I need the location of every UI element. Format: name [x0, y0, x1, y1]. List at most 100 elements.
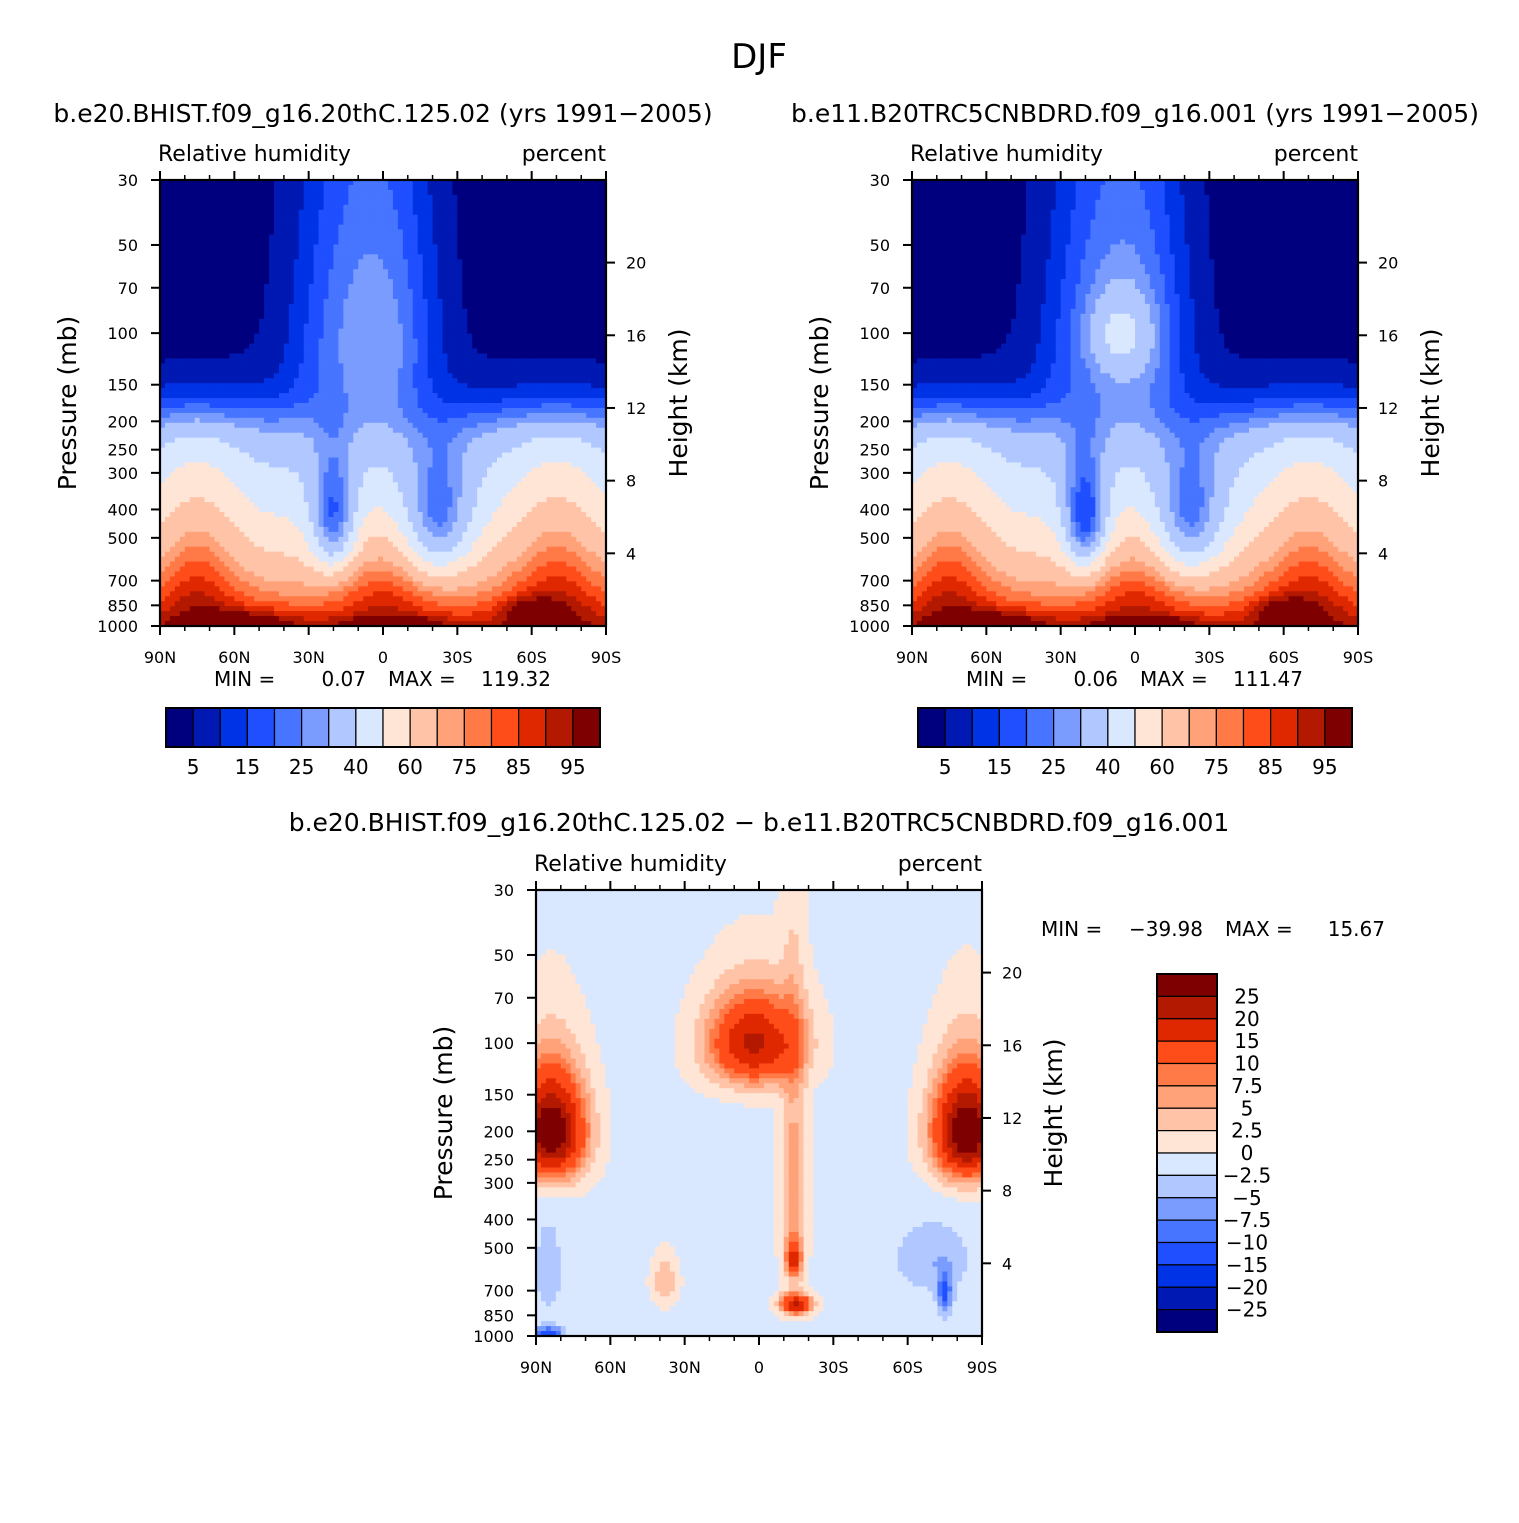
field-cell	[169, 180, 176, 186]
field-cell	[422, 318, 429, 325]
field-cell	[288, 229, 295, 236]
field-cell	[204, 229, 211, 236]
field-cell	[427, 279, 434, 285]
field-cell	[501, 393, 508, 399]
field-cell	[303, 184, 310, 191]
field-cell	[313, 323, 320, 330]
field-cell	[397, 403, 404, 409]
field-cell	[204, 303, 211, 310]
field-cell	[541, 239, 548, 246]
field-cell	[482, 368, 488, 374]
field-cell	[482, 234, 488, 241]
field-cell	[412, 388, 419, 394]
field-cell	[293, 293, 300, 300]
field-cell	[437, 239, 444, 246]
field-cell	[586, 338, 592, 345]
field-cell	[338, 234, 344, 241]
field-cell	[234, 398, 240, 404]
field-cell	[417, 229, 424, 236]
field-cell	[526, 204, 533, 211]
field-cell	[318, 308, 325, 315]
field-cell	[273, 313, 280, 320]
field-cell	[298, 407, 305, 414]
field-cell	[160, 244, 166, 250]
field-cell	[199, 249, 206, 255]
field-cell	[541, 199, 548, 206]
field-cell	[427, 333, 434, 340]
field-cell	[501, 224, 508, 231]
field-cell	[477, 442, 483, 449]
field-cell	[368, 328, 374, 335]
field-cell	[293, 284, 300, 290]
field-cell	[368, 348, 374, 355]
field-cell	[581, 303, 587, 310]
field-cell	[209, 279, 216, 285]
field-cell	[184, 219, 191, 226]
field-cell	[492, 184, 498, 191]
field-cell	[417, 264, 424, 270]
field-cell	[328, 422, 335, 429]
field-cell	[412, 264, 419, 270]
field-cell	[596, 358, 602, 364]
field-cell	[392, 383, 399, 389]
field-cell	[581, 308, 587, 315]
field-cell	[209, 308, 216, 315]
field-cell	[254, 398, 260, 404]
field-cell	[601, 432, 606, 439]
field-cell	[402, 398, 409, 404]
field-cell	[581, 298, 587, 305]
field-cell	[194, 244, 201, 250]
field-cell	[333, 204, 339, 211]
field-cell	[457, 427, 463, 434]
field-cell	[209, 452, 216, 459]
field-cell	[343, 407, 349, 414]
field-cell	[581, 264, 587, 270]
field-cell	[224, 422, 230, 429]
field-cell	[254, 279, 260, 285]
field-cell	[214, 338, 221, 345]
field-cell	[457, 388, 463, 394]
field-cell	[318, 318, 325, 325]
field-cell	[229, 293, 235, 300]
field-cell	[169, 229, 176, 236]
field-cell	[541, 442, 548, 449]
field-cell	[561, 219, 567, 226]
field-cell	[283, 234, 290, 241]
field-cell	[477, 264, 483, 270]
field-cell	[516, 284, 523, 290]
field-cell	[303, 209, 310, 216]
field-cell	[199, 328, 206, 335]
field-cell	[536, 254, 543, 260]
field-cell	[283, 189, 290, 196]
field-cell	[308, 333, 315, 340]
field-cell	[368, 427, 374, 434]
field-cell	[467, 447, 473, 454]
field-cell	[303, 293, 310, 300]
field-cell	[288, 234, 295, 241]
field-cell	[561, 398, 567, 404]
field-cell	[437, 234, 444, 241]
field-cell	[224, 249, 230, 255]
field-cell	[591, 343, 597, 350]
field-cell	[323, 313, 330, 320]
field-cell	[303, 398, 310, 404]
field-cell	[348, 293, 354, 300]
field-cell	[239, 184, 245, 191]
field-cell	[328, 427, 335, 434]
field-cell	[293, 343, 300, 350]
field-cell	[591, 189, 597, 196]
field-cell	[526, 432, 533, 439]
field-cell	[239, 279, 245, 285]
field-cell	[368, 403, 374, 409]
field-cell	[447, 368, 453, 374]
field-cell	[427, 398, 434, 404]
field-cell	[427, 388, 434, 394]
field-cell	[338, 407, 344, 414]
field-cell	[472, 442, 478, 449]
field-cell	[269, 422, 275, 429]
field-cell	[531, 189, 538, 196]
field-cell	[556, 219, 562, 226]
field-cell	[204, 244, 211, 250]
field-cell	[199, 373, 206, 379]
field-cell	[358, 189, 364, 196]
